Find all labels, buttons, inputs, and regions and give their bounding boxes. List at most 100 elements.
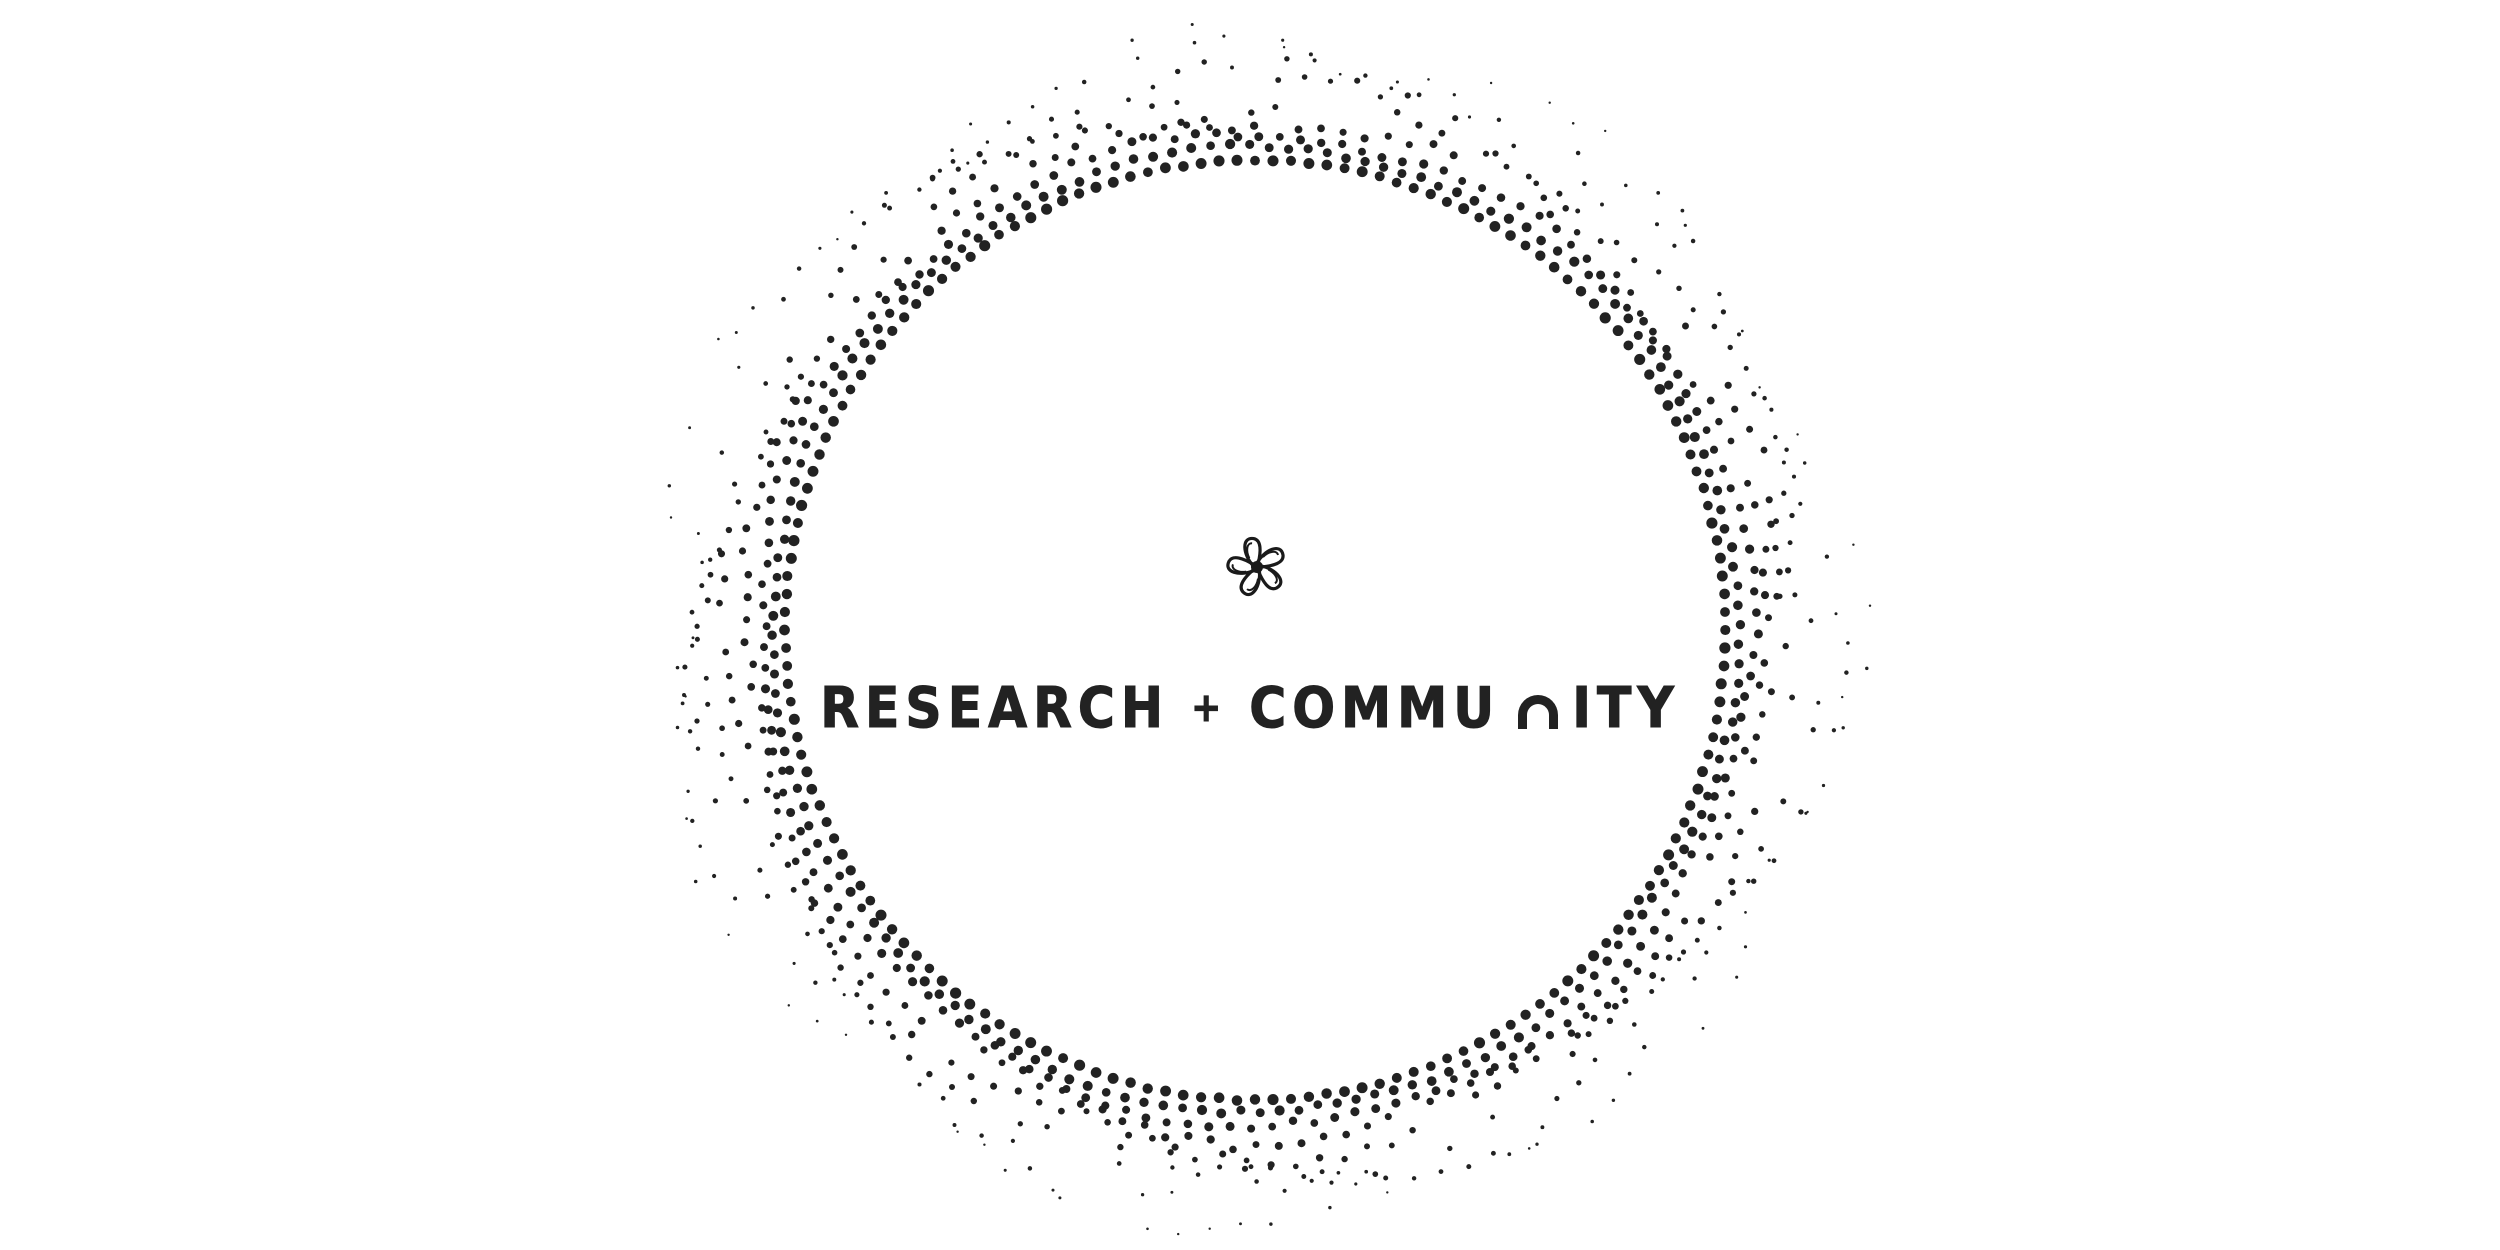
ring-dot (694, 718, 700, 724)
ring-dot (749, 660, 757, 669)
ring-dot (796, 499, 808, 511)
ring-dot (1604, 129, 1607, 133)
ring-dot (1140, 1193, 1145, 1197)
ring-dot (1310, 1119, 1319, 1127)
ring-dot (708, 557, 713, 562)
ring-dot (819, 380, 828, 389)
ring-dot (1597, 238, 1604, 245)
ring-dot (801, 766, 813, 778)
ring-dot (767, 725, 777, 735)
ring-dot (994, 229, 1004, 240)
ring-dot (792, 961, 796, 965)
ring-dot (1128, 154, 1139, 164)
ring-dot (1474, 212, 1485, 223)
ring-dot (1624, 183, 1628, 188)
ring-dot (955, 166, 961, 172)
ring-dot (719, 725, 725, 732)
ring-dot (789, 396, 796, 403)
ring-dot (700, 560, 704, 565)
ring-dot (760, 643, 768, 652)
ring-dot (1750, 757, 1758, 765)
ring-dot (865, 895, 876, 906)
ring-dot (1047, 1064, 1058, 1075)
ring-dot (1575, 150, 1581, 156)
ring-dot (1505, 230, 1516, 241)
ring-dot (725, 672, 733, 680)
ring-dot (976, 151, 983, 158)
ring-dot (1588, 950, 1600, 962)
ring-dot (952, 1123, 957, 1127)
ring-dot (1680, 208, 1685, 213)
ring-dot (1135, 56, 1140, 60)
ring-dot (744, 570, 753, 579)
ring-dot (1248, 109, 1255, 116)
ring-dot (1264, 143, 1274, 153)
ring-dot (1255, 1108, 1265, 1118)
wordmark-research: RESEARCH (820, 676, 1170, 742)
ring-dot (1780, 798, 1787, 805)
ring-dot (1101, 1087, 1111, 1097)
ring-dot (1496, 117, 1502, 123)
ring-dot (1090, 181, 1102, 193)
ring-dot (732, 481, 738, 487)
ring-dot (1731, 405, 1739, 413)
ring-dot (1697, 766, 1708, 778)
ring-dot (1536, 235, 1546, 246)
ring-dot (924, 991, 933, 1000)
ring-dot (685, 817, 688, 820)
ring-dot (1726, 484, 1735, 493)
ring-dot (1053, 132, 1059, 139)
ring-dot (1008, 1052, 1017, 1061)
ring-dot (1012, 192, 1022, 201)
ring-dot (837, 849, 848, 860)
ring-dot (1492, 150, 1499, 157)
ring-dot (1732, 852, 1739, 860)
ring-dot (1503, 163, 1510, 170)
ring-dot (988, 220, 998, 231)
ring-dot (867, 972, 874, 979)
ring-dot (906, 963, 916, 973)
ring-dot (1354, 1182, 1358, 1186)
ring-dot (764, 893, 771, 899)
ring-dot (1678, 432, 1690, 443)
ring-dot (1374, 1078, 1385, 1089)
ring-dot (1411, 1092, 1420, 1101)
ring-dot (1620, 985, 1628, 994)
ring-dot (682, 664, 688, 670)
ring-dot (1233, 132, 1243, 142)
ring-dot (770, 591, 781, 602)
ring-dot (1531, 1023, 1541, 1033)
ring-dot (699, 583, 705, 589)
ring-dot (846, 920, 855, 929)
ring-dot (1339, 1086, 1350, 1097)
ring-dot (1734, 659, 1744, 669)
ring-dot (831, 949, 838, 956)
ring-dot (1719, 642, 1731, 654)
ring-dot (1480, 1052, 1491, 1063)
ring-dot (1354, 77, 1361, 84)
ring-dot (1728, 561, 1738, 572)
ring-dot (792, 731, 803, 743)
ring-dot (837, 964, 844, 971)
ring-dot (1186, 142, 1197, 154)
ring-dot (1177, 1089, 1189, 1101)
ring-dot (743, 798, 750, 804)
ring-dot (917, 1016, 926, 1025)
ring-dot (1546, 210, 1555, 219)
ring-dot (1746, 878, 1751, 884)
ring-dot (789, 476, 800, 487)
ring-dot (766, 460, 775, 468)
ring-dot (1771, 858, 1777, 864)
ring-dot (1160, 162, 1171, 174)
ring-dot (786, 356, 793, 363)
ring-dot (892, 963, 901, 973)
ring-dot (1512, 1067, 1519, 1074)
ring-dot (1317, 138, 1326, 148)
ring-dot (737, 365, 741, 369)
ring-dot (1601, 938, 1612, 948)
ring-dot (1751, 807, 1759, 816)
ring-dot (1720, 624, 1731, 636)
ring-dot (813, 838, 823, 848)
ring-dot (1177, 118, 1185, 126)
ring-dot (1217, 1164, 1223, 1170)
